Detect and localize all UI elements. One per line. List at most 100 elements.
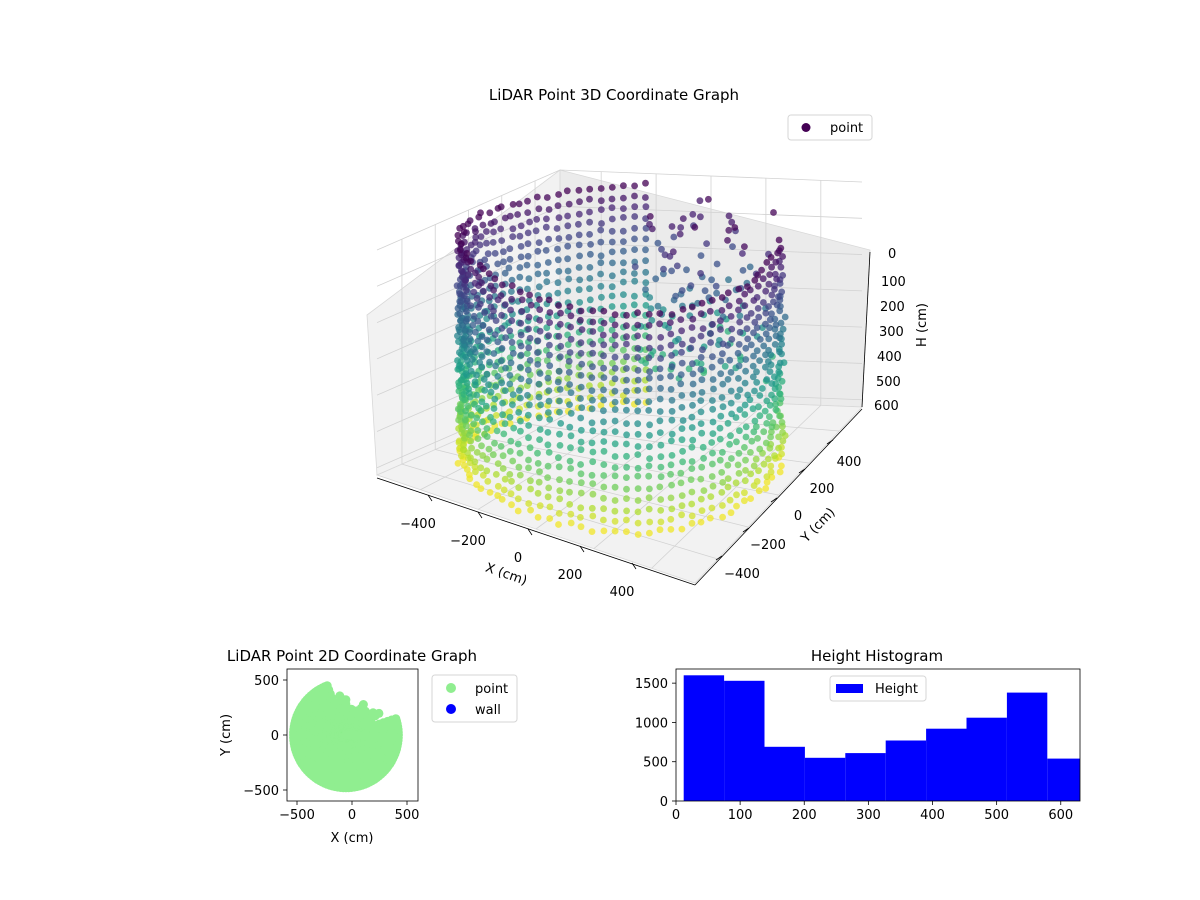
data-point	[599, 331, 607, 339]
data-point	[536, 296, 543, 303]
data-point	[456, 310, 464, 317]
data-point	[534, 361, 542, 368]
data-point	[656, 429, 664, 436]
histogram-bar	[683, 675, 725, 801]
data-point	[473, 481, 480, 488]
data-point	[741, 497, 748, 505]
data-point	[509, 225, 517, 233]
data-point	[535, 205, 543, 213]
data-point	[491, 275, 499, 283]
y-tick-label: −200	[750, 538, 786, 553]
data-point	[536, 370, 544, 377]
data-point	[741, 302, 749, 309]
data-point	[477, 407, 485, 415]
data-point	[487, 220, 495, 227]
data-point	[577, 438, 585, 446]
histogram-title: Height Histogram	[811, 647, 943, 665]
data-point	[555, 268, 563, 275]
data-point	[598, 220, 605, 227]
data-point	[466, 361, 474, 368]
data-point	[508, 501, 515, 509]
data-point	[508, 317, 516, 325]
data-point	[490, 405, 498, 412]
data-point	[577, 479, 585, 487]
data-point	[631, 203, 639, 211]
data-point	[611, 321, 619, 329]
data-point	[480, 265, 487, 273]
data-point	[708, 504, 716, 512]
data-point	[600, 407, 607, 415]
data-point	[589, 490, 597, 498]
data-point	[526, 218, 533, 226]
data-point	[689, 436, 697, 444]
data-point	[555, 454, 562, 462]
data-point	[733, 438, 740, 446]
data-point	[679, 458, 686, 466]
data-point	[608, 227, 616, 235]
data-point	[719, 403, 727, 411]
data-point	[546, 503, 554, 511]
data-point	[642, 246, 649, 254]
data-point	[668, 430, 676, 438]
data-point	[564, 255, 571, 263]
data-point	[611, 483, 619, 491]
data-point	[742, 356, 750, 363]
data-point	[698, 389, 706, 396]
data-point	[667, 526, 675, 533]
data-point	[575, 210, 583, 218]
data-point	[611, 311, 619, 319]
data-point	[699, 443, 707, 451]
data-point	[600, 516, 607, 524]
data-point	[750, 428, 758, 436]
data-point	[536, 316, 544, 324]
y-tick-label: −500	[243, 784, 279, 799]
data-point	[466, 335, 474, 343]
data-point	[557, 342, 565, 350]
data-point	[534, 270, 542, 278]
data-point	[611, 417, 619, 425]
data-point	[741, 444, 748, 451]
data-point	[567, 444, 574, 452]
data-point	[470, 312, 478, 320]
data-point	[687, 344, 695, 352]
data-point	[577, 461, 584, 468]
data-point	[717, 370, 725, 378]
legend-label-wall: wall	[475, 703, 501, 718]
data-point	[611, 517, 619, 525]
data-point	[741, 489, 748, 497]
y-tick-label: −400	[724, 567, 760, 582]
data-point	[634, 497, 642, 504]
data-point	[719, 448, 726, 456]
data-point	[754, 282, 762, 290]
data-point	[456, 224, 464, 232]
y-axis-label: Y (cm)	[219, 714, 234, 757]
data-point	[646, 421, 653, 429]
data-point	[546, 341, 553, 349]
data-point	[586, 185, 594, 193]
data-point	[597, 270, 604, 278]
data-point	[608, 283, 616, 291]
y-tick-label: 0	[794, 509, 802, 524]
data-point	[368, 708, 378, 718]
data-point	[708, 439, 716, 446]
data-point	[474, 427, 482, 434]
data-point	[657, 518, 665, 526]
data-point	[567, 389, 575, 396]
data-point	[657, 384, 664, 392]
histogram-bar	[804, 757, 846, 801]
data-point	[455, 262, 463, 269]
data-point	[509, 349, 517, 357]
data-point	[486, 358, 493, 366]
data-point	[754, 435, 761, 442]
data-point	[719, 513, 726, 521]
data-point	[697, 420, 705, 427]
data-point	[467, 367, 475, 375]
data-point	[471, 349, 479, 356]
data-point	[543, 324, 551, 332]
data-point	[567, 323, 574, 331]
data-point	[335, 691, 345, 701]
data-point	[516, 449, 524, 457]
data-point	[494, 260, 502, 268]
data-point	[478, 442, 485, 450]
data-point	[634, 531, 642, 538]
